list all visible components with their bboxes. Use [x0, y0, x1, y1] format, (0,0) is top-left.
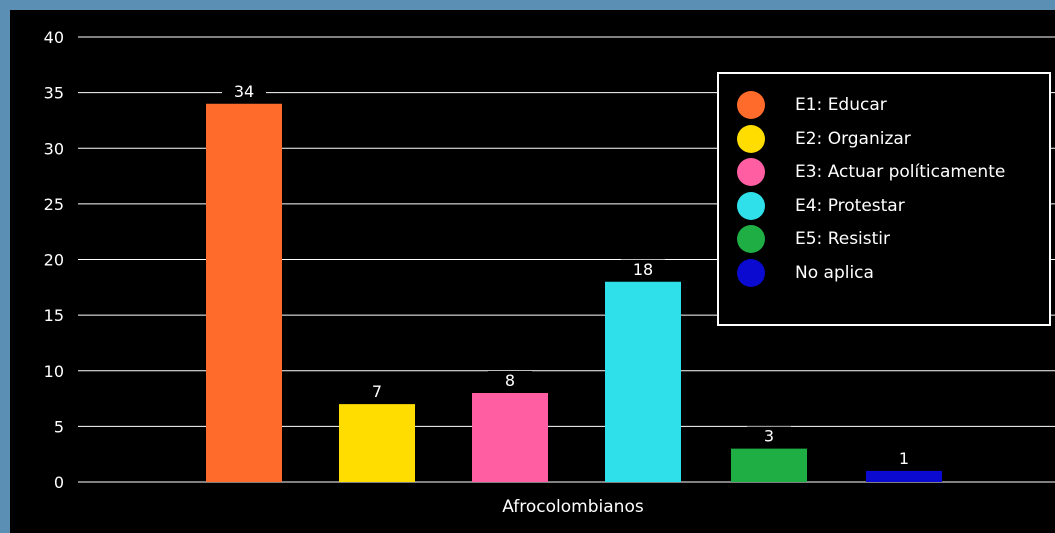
legend-item: E3: Actuar políticamente: [737, 157, 1005, 187]
x-axis-category-label: Afrocolombianos: [502, 497, 644, 517]
data-label: 3: [764, 427, 774, 446]
y-tick-label: 0: [54, 473, 64, 492]
legend-item: E1: Educar: [737, 90, 887, 120]
y-tick-label: 35: [44, 84, 64, 103]
legend-item: No aplica: [737, 258, 874, 288]
bar: [206, 103, 282, 482]
legend-label: E4: Protestar: [795, 195, 905, 216]
y-tick-label: 25: [44, 195, 64, 214]
bar: [339, 404, 415, 482]
legend-label: E1: Educar: [795, 95, 887, 115]
data-label: 1: [899, 449, 909, 468]
data-label-background: [355, 382, 399, 401]
y-tick-label: 20: [44, 251, 64, 270]
legend-swatch: [737, 258, 765, 287]
bar: [866, 470, 942, 482]
legend-label: E2: Organizar: [795, 128, 911, 149]
legend-label: No aplica: [795, 262, 874, 283]
y-tick-label: 15: [44, 306, 64, 325]
bar: [731, 448, 807, 482]
legend-item: E5: Resistir: [737, 224, 890, 254]
data-label: 18: [633, 260, 653, 279]
data-label-background: [882, 448, 926, 467]
data-labels: 34 7 8 18 3 1: [222, 81, 926, 468]
legend-label: E5: Resistir: [795, 229, 891, 249]
y-tick-label: 10: [44, 362, 64, 381]
data-label-background: [621, 259, 665, 278]
data-label-background: [488, 371, 532, 389]
legend-item: E2: Organizar: [737, 124, 911, 154]
bar: [605, 281, 681, 482]
data-label: 7: [372, 382, 382, 401]
legend-swatch: [737, 91, 765, 119]
data-label: 8: [505, 371, 515, 390]
legend: E1: Educar E2: Organizar E3: Actuar políti…: [717, 72, 1051, 326]
y-tick-label: 30: [44, 139, 64, 158]
legend-swatch: [737, 124, 765, 153]
legend-item: E4: Protestar: [737, 191, 905, 221]
legend-swatch: [737, 158, 765, 186]
data-label: 34: [234, 82, 254, 101]
bar: [472, 393, 548, 482]
legend-label: E3: Actuar políticamente: [795, 162, 1006, 182]
y-tick-label: 5: [54, 417, 64, 436]
bars: [206, 103, 942, 482]
y-axis-ticks: 0 5 10 15 20 25 30 35 40: [44, 28, 64, 492]
y-tick-label: 40: [44, 28, 64, 47]
legend-swatch: [737, 191, 765, 220]
data-label-background: [747, 426, 791, 445]
legend-swatch: [737, 225, 765, 253]
data-label-background: [222, 81, 266, 100]
